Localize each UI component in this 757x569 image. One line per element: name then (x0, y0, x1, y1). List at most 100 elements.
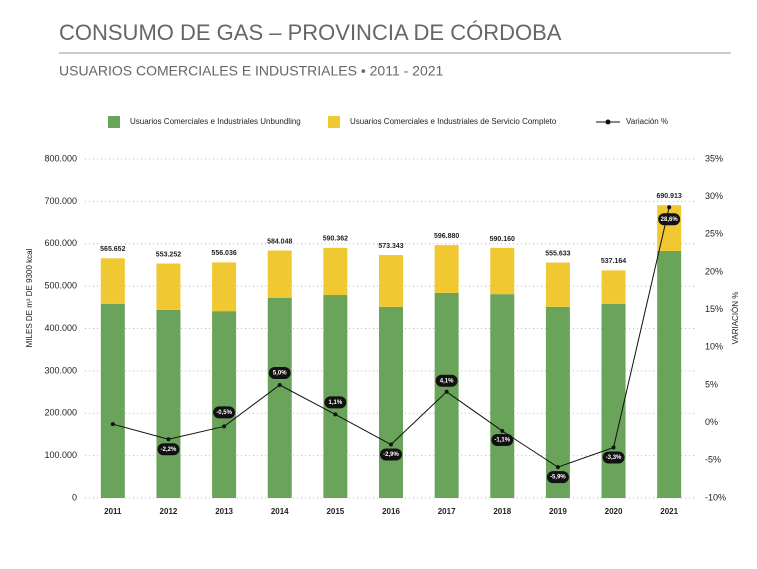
y2-tick-label: 20% (705, 266, 723, 276)
bar-segment (212, 311, 237, 498)
y2-tick-label: 30% (705, 191, 723, 201)
total-label: 553.252 (156, 251, 181, 258)
y-tick-label: 100.000 (44, 450, 77, 460)
variation-point (222, 424, 227, 429)
variation-point (389, 442, 393, 447)
legend-swatch (328, 116, 340, 128)
variation-label: -1,1% (494, 438, 510, 444)
bar-segment (490, 294, 515, 498)
x-tick-label: 2011 (104, 507, 122, 516)
bar-segment (100, 258, 125, 304)
variation-point (444, 389, 449, 394)
legend-label: Variación % (626, 117, 668, 126)
y-tick-label: 200.000 (44, 408, 77, 418)
chart-subtitle: USUARIOS COMERCIALES E INDUSTRIALES • 20… (59, 63, 444, 79)
label-pill (268, 367, 291, 379)
x-tick-label: 2021 (660, 507, 678, 516)
x-tick-label: 2020 (605, 507, 623, 516)
bar-segment (545, 262, 570, 307)
label-pill (658, 213, 681, 226)
variation-point (333, 412, 338, 417)
variation-point (277, 383, 282, 387)
label-pill (491, 433, 514, 446)
label-pill (213, 406, 236, 419)
variation-point (611, 445, 616, 450)
label-pill (546, 471, 569, 484)
y-tick-label: 0 (72, 492, 77, 502)
total-label: 565.652 (100, 246, 125, 253)
variation-point (555, 465, 560, 470)
variation-point (166, 437, 171, 442)
y2-tick-label: 0% (705, 417, 718, 427)
bar-segment (601, 270, 626, 304)
total-label: 555.633 (545, 250, 570, 257)
variation-point (110, 422, 115, 427)
legend-swatch (108, 116, 120, 128)
variation-label: -2,9% (383, 452, 399, 458)
y-tick-label: 800.000 (44, 153, 77, 163)
x-tick-label: 2019 (549, 507, 567, 516)
y2-tick-label: 10% (705, 342, 723, 352)
variation-label: -2,2% (161, 447, 177, 453)
total-label: 590.362 (323, 236, 348, 243)
variation-label: 4,1% (440, 378, 454, 384)
legend-label: Usuarios Comerciales e Industriales Unbu… (130, 117, 301, 126)
y2-tick-label: 35% (705, 153, 723, 163)
total-label: 537.164 (601, 258, 626, 265)
total-label: 596.880 (434, 233, 459, 240)
bar-segment (267, 250, 292, 298)
bar-segment (434, 292, 459, 498)
x-tick-label: 2016 (382, 507, 400, 516)
bar-segment (267, 297, 292, 498)
total-label: 690.913 (657, 193, 682, 200)
x-tick-label: 2014 (271, 507, 289, 516)
y-tick-label: 300.000 (44, 365, 77, 375)
total-label: 573.343 (378, 243, 403, 250)
x-tick-label: 2015 (326, 507, 344, 516)
x-tick-label: 2013 (215, 507, 233, 516)
y2-tick-label: -5% (705, 455, 721, 465)
y-tick-label: 600.000 (44, 238, 77, 248)
y2-tick-label: 15% (705, 304, 723, 314)
bar-segment (212, 262, 237, 312)
y-tick-label: 400.000 (44, 323, 77, 333)
variation-point (500, 428, 505, 433)
bar-segment (434, 245, 459, 293)
legend-marker (605, 119, 611, 125)
x-tick-label: 2018 (493, 507, 511, 516)
chart-title: CONSUMO DE GAS – PROVINCIA DE CÓRDOBA (59, 20, 562, 45)
y2-tick-label: 5% (705, 379, 718, 389)
bar-segment (490, 247, 515, 295)
y-axis-label: MILES DE m³ DE 9300 kcal (25, 248, 34, 347)
bar-segment (601, 303, 626, 498)
y-tick-label: 700.000 (44, 196, 77, 206)
variation-point (667, 205, 672, 210)
label-pill (157, 443, 180, 456)
variation-label: -0,5% (216, 410, 232, 416)
y-tick-label: 500.000 (44, 281, 77, 291)
y2-tick-label: 25% (705, 229, 723, 239)
bar-segment (379, 306, 403, 498)
variation-label: -3,3% (606, 455, 622, 461)
x-tick-label: 2017 (438, 507, 456, 516)
label-pill (602, 451, 625, 464)
bar-segment (323, 247, 348, 296)
variation-label: 28,6% (661, 217, 679, 223)
total-label: 590.160 (490, 236, 515, 243)
variation-label: 5,0% (273, 371, 287, 377)
bar-segment (156, 263, 181, 310)
legend-label: Usuarios Comerciales e Industriales de S… (350, 117, 557, 126)
bar-segment (156, 309, 181, 498)
y2-axis-label: VARIACIÓN % (731, 292, 740, 345)
total-label: 584.048 (267, 238, 292, 245)
bar-segment (100, 303, 125, 498)
y2-tick-label: -10% (705, 492, 726, 502)
variation-label: 1,1% (329, 400, 343, 406)
bar-segment (657, 250, 682, 498)
variation-label: -5,9% (550, 475, 566, 481)
x-tick-label: 2012 (160, 507, 178, 516)
label-pill (324, 396, 347, 409)
total-label: 556.036 (211, 250, 236, 257)
label-pill (435, 374, 458, 387)
